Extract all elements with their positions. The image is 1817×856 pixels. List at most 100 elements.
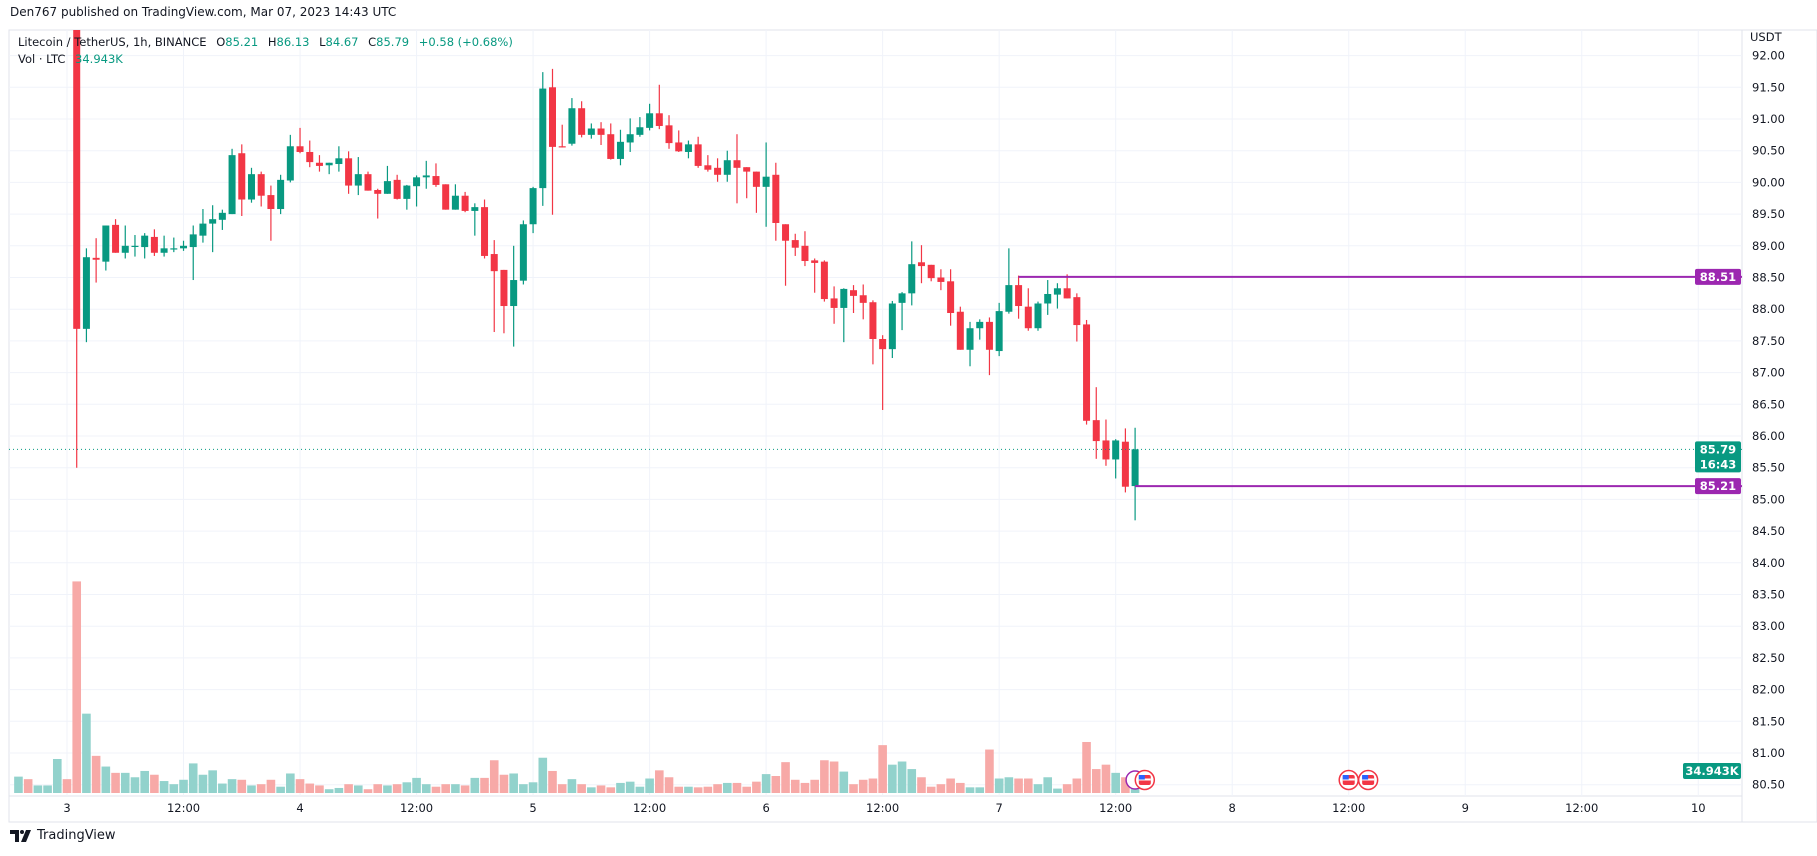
candle-body[interactable]: [597, 128, 605, 135]
candle-body[interactable]: [209, 219, 217, 224]
candle-body[interactable]: [820, 261, 828, 300]
candle-body[interactable]: [646, 113, 654, 128]
candle-body[interactable]: [578, 108, 586, 135]
candle-body[interactable]: [733, 160, 741, 168]
candle-body[interactable]: [879, 338, 887, 350]
candle-body[interactable]: [607, 134, 615, 159]
candle-body[interactable]: [636, 127, 644, 135]
price-axis[interactable]: 92.00 91.50 91.00 90.50 90.00 89.50 89.00 88.50…: [1752, 49, 1785, 792]
candle-body[interactable]: [995, 311, 1003, 352]
candle-body[interactable]: [1102, 440, 1110, 460]
candle-body[interactable]: [655, 113, 663, 126]
candle-body[interactable]: [558, 146, 566, 148]
candle-body[interactable]: [218, 212, 226, 220]
candle-body[interactable]: [714, 167, 722, 175]
candle-body[interactable]: [694, 144, 702, 166]
candle-body[interactable]: [354, 174, 362, 186]
candle-body[interactable]: [519, 224, 527, 281]
candle-body[interactable]: [1131, 449, 1139, 487]
candle-body[interactable]: [743, 167, 751, 172]
volume-label[interactable]: Vol · LTC: [18, 52, 66, 66]
candle-body[interactable]: [616, 141, 624, 159]
candle-body[interactable]: [1044, 293, 1052, 304]
candle-body[interactable]: [811, 260, 819, 263]
candle-body[interactable]: [1073, 297, 1081, 326]
candle-body[interactable]: [481, 207, 489, 256]
candle-body[interactable]: [1112, 440, 1120, 460]
candle-body[interactable]: [257, 174, 265, 196]
candle-body[interactable]: [189, 234, 197, 248]
candle-body[interactable]: [160, 248, 168, 253]
candle-body[interactable]: [791, 240, 799, 248]
candle-body[interactable]: [529, 188, 537, 225]
candle-body[interactable]: [947, 281, 955, 314]
candle-body[interactable]: [1053, 288, 1061, 295]
candle-body[interactable]: [869, 302, 877, 339]
candle-body[interactable]: [587, 128, 595, 135]
candle-body[interactable]: [471, 207, 479, 211]
candle-body[interactable]: [121, 245, 129, 253]
candle-body[interactable]: [335, 158, 343, 165]
candle-body[interactable]: [403, 185, 411, 199]
candle-body[interactable]: [762, 176, 770, 187]
candle-body[interactable]: [908, 264, 916, 294]
candle-body[interactable]: [267, 195, 275, 210]
candle-body[interactable]: [1015, 285, 1023, 307]
candle-body[interactable]: [199, 223, 207, 236]
candle-body[interactable]: [1092, 420, 1100, 442]
candle-body[interactable]: [247, 174, 255, 200]
candle-body[interactable]: [850, 290, 858, 296]
candle-body[interactable]: [665, 125, 673, 144]
candle-body[interactable]: [422, 175, 430, 178]
candle-body[interactable]: [801, 245, 809, 262]
candle-body[interactable]: [1063, 288, 1071, 299]
candle-body[interactable]: [937, 277, 945, 282]
candle-body[interactable]: [306, 151, 314, 163]
candle-body[interactable]: [1024, 306, 1032, 329]
candle-body[interactable]: [296, 146, 304, 152]
candle-body[interactable]: [73, 0, 81, 329]
candle-body[interactable]: [364, 174, 372, 191]
candle-body[interactable]: [92, 257, 100, 260]
us-flag-event-icon[interactable]: [1357, 769, 1379, 791]
candle-body[interactable]: [549, 87, 556, 147]
candle-body[interactable]: [500, 269, 508, 307]
candle-body[interactable]: [539, 88, 547, 189]
candle-body[interactable]: [626, 134, 634, 143]
candle-body[interactable]: [383, 181, 391, 194]
candle-body[interactable]: [413, 177, 421, 187]
candle-body[interactable]: [131, 245, 139, 247]
candle-body[interactable]: [752, 171, 760, 187]
candle-body[interactable]: [150, 236, 158, 253]
candle-body[interactable]: [568, 108, 576, 144]
candle-body[interactable]: [830, 298, 838, 308]
candle-body[interactable]: [141, 235, 149, 248]
candle-body[interactable]: [1005, 285, 1013, 312]
candle-body[interactable]: [956, 311, 964, 350]
us-flag-event-icon[interactable]: [1338, 769, 1359, 791]
candle-body[interactable]: [345, 158, 353, 186]
candle-body[interactable]: [102, 225, 110, 262]
candle-body[interactable]: [772, 174, 780, 223]
candle-body[interactable]: [859, 295, 867, 303]
candle-body[interactable]: [286, 146, 294, 181]
candle-body[interactable]: [723, 160, 731, 175]
candle-body[interactable]: [393, 179, 401, 199]
candle-body[interactable]: [1083, 324, 1091, 421]
candle-body[interactable]: [976, 321, 984, 329]
candle-body[interactable]: [510, 280, 518, 307]
candle-body[interactable]: [170, 248, 178, 250]
time-axis[interactable]: 3 12:00 4 12:00 5 12:00 6 12:00 7 12:00 8 12:00 9 12:…: [63, 801, 1705, 815]
candle-body[interactable]: [966, 328, 974, 350]
candle-body[interactable]: [374, 190, 382, 194]
candle-body[interactable]: [442, 184, 450, 210]
symbol-title[interactable]: Litecoin / TetherUS, 1h, BINANCE: [18, 35, 207, 49]
candle-body[interactable]: [985, 321, 993, 350]
candle-body[interactable]: [277, 179, 285, 210]
candle-body[interactable]: [888, 303, 896, 350]
candle-body[interactable]: [840, 288, 848, 308]
candle-body[interactable]: [238, 153, 246, 200]
candle-body[interactable]: [898, 293, 906, 303]
candle-body[interactable]: [1121, 441, 1129, 487]
candle-body[interactable]: [315, 162, 323, 166]
